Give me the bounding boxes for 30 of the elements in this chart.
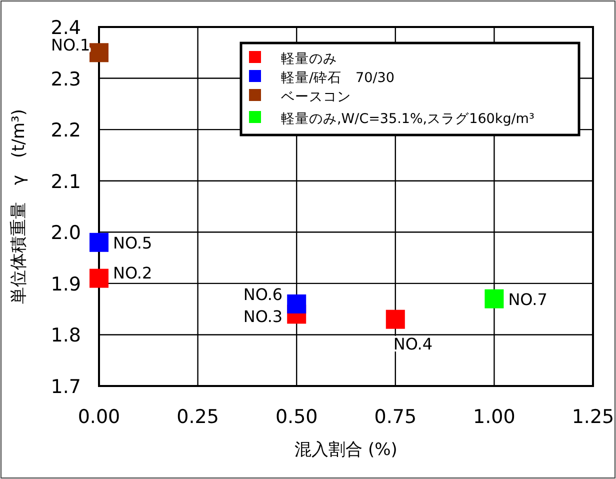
y-tick-label: 1.8 xyxy=(50,324,81,347)
legend-label: 軽量のみ,W/C=35.1%,スラグ160kg/m³ xyxy=(281,111,534,127)
x-axis-title: 混入割合 (%) xyxy=(294,440,398,460)
y-tick-label: 1.9 xyxy=(50,273,81,296)
x-tick-label: 0.00 xyxy=(78,406,120,428)
legend-label: ベースコン xyxy=(281,89,351,105)
annotation: NO.2 xyxy=(113,263,152,282)
point xyxy=(90,43,108,62)
point xyxy=(90,268,108,288)
annotation: NO.3 xyxy=(243,307,283,326)
x-tick-label: 0.50 xyxy=(275,406,318,428)
point xyxy=(484,289,504,308)
y-tick-label: 2.3 xyxy=(50,68,81,90)
x-tick-label: 1.00 xyxy=(473,406,516,428)
point xyxy=(90,232,108,252)
point xyxy=(386,310,405,329)
point xyxy=(287,294,306,314)
x-tick-label: 1.25 xyxy=(572,406,614,428)
y-tick-label: 2.2 xyxy=(50,120,81,142)
y-axis-title: 単位体積重量 γ (t/m³) xyxy=(9,108,29,304)
legend-label: 軽量/砕石 70/30 xyxy=(281,70,394,86)
annotation: NO.5 xyxy=(113,233,152,252)
y-tick-label: 1.7 xyxy=(50,376,81,398)
legend-label: 軽量のみ xyxy=(281,51,337,67)
annotation: NO.6 xyxy=(243,284,283,304)
y-tick-label: 2.1 xyxy=(50,170,81,193)
x-tick-label: 0.75 xyxy=(374,406,417,428)
annotation: NO.7 xyxy=(508,290,548,309)
y-tick-label: 2.0 xyxy=(50,222,81,244)
x-tick-label: 0.25 xyxy=(176,406,219,428)
